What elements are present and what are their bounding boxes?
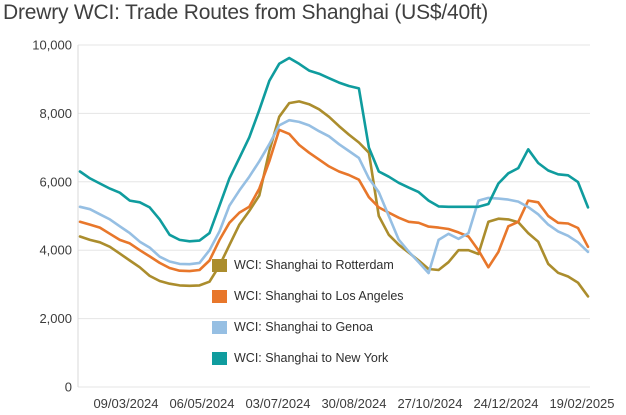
x-axis-tick-label: 06/05/2024 [169,396,234,411]
legend-swatch [212,320,227,334]
legend-label: WCI: Shanghai to Rotterdam [234,258,394,272]
chart-legend: WCI: Shanghai to Rotterdam WCI: Shanghai … [212,258,404,382]
y-axis-tick-label: 4,000 [39,243,72,258]
x-axis-tick-label: 03/07/2024 [245,396,310,411]
legend-label: WCI: Shanghai to Genoa [234,320,373,334]
x-axis-tick-label: 30/08/2024 [321,396,386,411]
x-axis-tick-label: 24/12/2024 [473,396,538,411]
series-line-0 [78,100,590,298]
legend-item: WCI: Shanghai to New York [212,351,404,365]
legend-label: WCI: Shanghai to Los Angeles [234,289,404,303]
x-axis-tick-label: 27/10/2024 [397,396,462,411]
legend-swatch [212,258,227,272]
y-axis-tick-label: 8,000 [39,106,72,121]
y-axis-tick-label: 2,000 [39,311,72,326]
y-axis-tick-label: 6,000 [39,174,72,189]
series-line-2 [78,118,590,275]
y-axis-tick-label: 0 [65,380,72,395]
legend-swatch [212,351,227,365]
legend-item: WCI: Shanghai to Los Angeles [212,289,404,303]
y-axis-tick-label: 10,000 [32,38,72,53]
legend-swatch [212,289,227,303]
legend-item: WCI: Shanghai to Rotterdam [212,258,404,272]
chart-title: Drewry WCI: Trade Routes from Shanghai (… [3,1,489,24]
x-axis-tick-label: 19/02/2025 [549,396,614,411]
series-line-1 [78,128,590,273]
legend-item: WCI: Shanghai to Genoa [212,320,404,334]
series-line-3 [78,56,590,243]
legend-label: WCI: Shanghai to New York [234,351,389,365]
x-axis-tick-label: 09/03/2024 [93,396,158,411]
